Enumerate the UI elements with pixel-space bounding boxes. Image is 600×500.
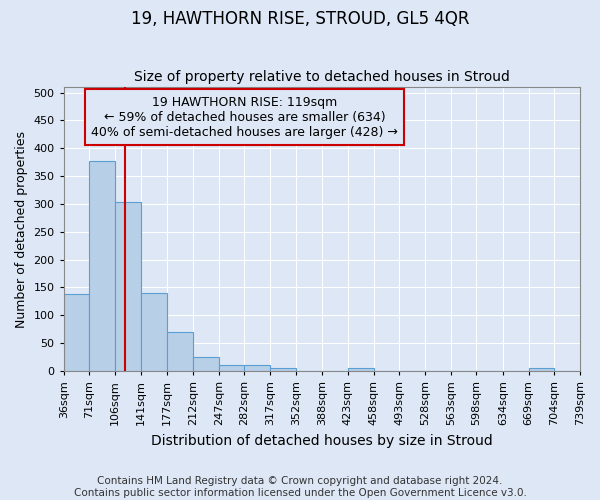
Text: 19, HAWTHORN RISE, STROUD, GL5 4QR: 19, HAWTHORN RISE, STROUD, GL5 4QR <box>131 10 469 28</box>
Bar <box>348 368 374 371</box>
Bar <box>244 366 270 371</box>
Bar <box>270 368 296 371</box>
Bar <box>218 366 244 371</box>
Text: 19 HAWTHORN RISE: 119sqm
← 59% of detached houses are smaller (634)
40% of semi-: 19 HAWTHORN RISE: 119sqm ← 59% of detach… <box>91 96 398 138</box>
Title: Size of property relative to detached houses in Stroud: Size of property relative to detached ho… <box>134 70 510 85</box>
Bar <box>115 202 141 371</box>
Text: Contains HM Land Registry data © Crown copyright and database right 2024.
Contai: Contains HM Land Registry data © Crown c… <box>74 476 526 498</box>
Bar <box>89 160 115 371</box>
Bar <box>141 293 167 371</box>
Bar <box>193 357 218 371</box>
Bar <box>529 368 554 371</box>
Bar <box>167 332 193 371</box>
Y-axis label: Number of detached properties: Number of detached properties <box>15 130 28 328</box>
Bar <box>64 294 89 371</box>
X-axis label: Distribution of detached houses by size in Stroud: Distribution of detached houses by size … <box>151 434 493 448</box>
